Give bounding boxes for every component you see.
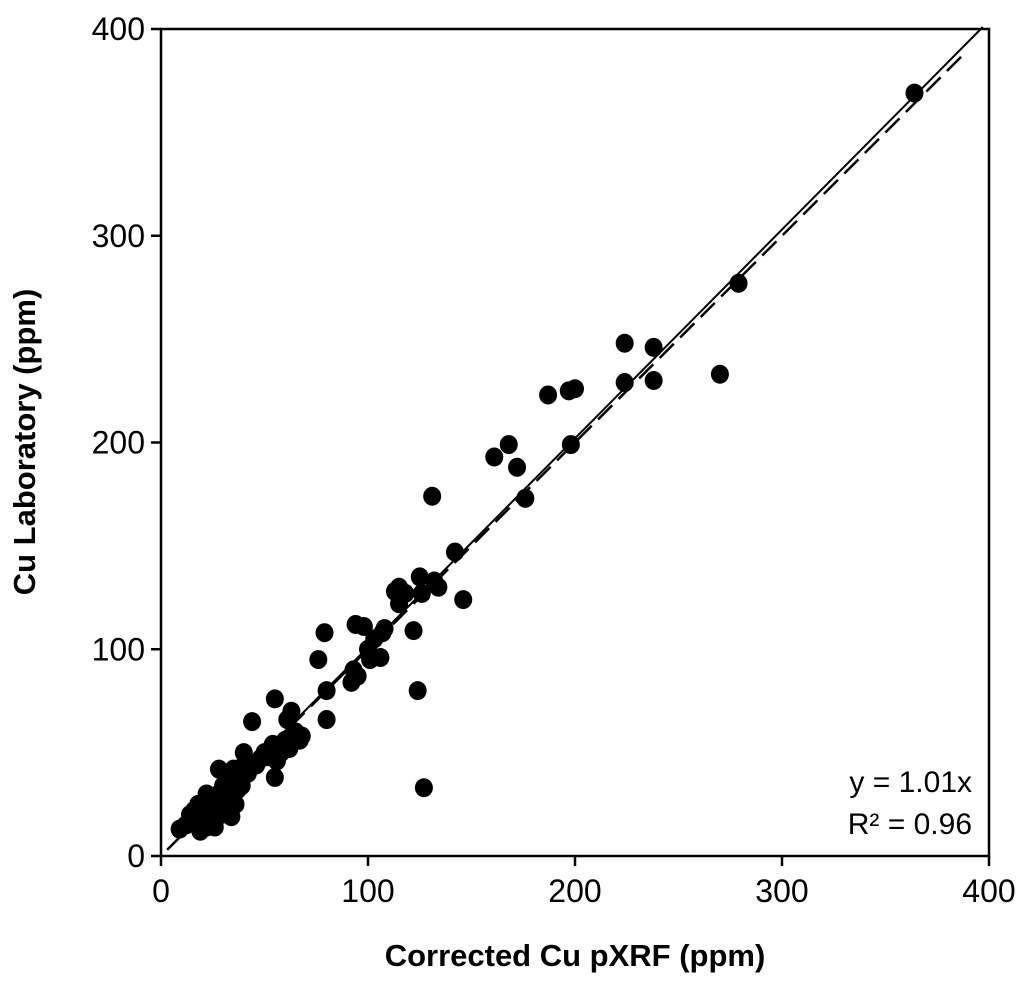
data-point: [234, 743, 253, 763]
data-point: [454, 590, 473, 610]
data-point: [905, 83, 924, 103]
data-point: [423, 486, 442, 506]
data-point: [561, 435, 580, 455]
y-tick-label: 200: [92, 425, 145, 461]
x-tick-label: 400: [962, 873, 1015, 909]
data-point: [539, 385, 558, 405]
y-axis-title: Cu Laboratory (ppm): [7, 289, 42, 596]
data-point: [265, 767, 284, 787]
data-point: [414, 778, 433, 798]
r-squared-annotation: R² = 0.96: [848, 808, 972, 841]
data-point: [292, 726, 311, 746]
data-point: [412, 583, 431, 603]
data-point: [354, 617, 373, 637]
data-point: [508, 457, 527, 477]
data-point: [615, 333, 634, 353]
data-point: [516, 488, 535, 508]
data-point: [317, 681, 336, 701]
x-tick-label: 100: [341, 873, 394, 909]
data-point: [243, 712, 262, 732]
data-point: [710, 364, 729, 384]
data-point: [226, 794, 245, 814]
data-point: [429, 577, 448, 597]
data-point: [410, 567, 429, 587]
data-point: [282, 701, 301, 721]
data-point: [375, 619, 394, 639]
data-point: [265, 689, 284, 709]
data-point: [445, 542, 464, 562]
data-point: [396, 583, 415, 603]
data-point: [485, 447, 504, 467]
data-point: [408, 681, 427, 701]
data-point: [499, 435, 518, 455]
data-point: [309, 650, 328, 670]
x-tick-label: 0: [152, 873, 170, 909]
data-point: [644, 337, 663, 357]
x-tick-label: 300: [755, 873, 808, 909]
x-tick-label: 200: [548, 873, 601, 909]
data-point: [566, 379, 584, 399]
data-point: [348, 666, 367, 686]
data-point: [404, 621, 423, 641]
data-point: [729, 273, 748, 293]
y-tick-label: 100: [92, 631, 145, 667]
data-point: [644, 370, 663, 390]
equation-annotation: y = 1.01x: [849, 766, 972, 799]
ticks-group: 0 100 200 300 400 0 100 200 300 400: [92, 11, 1016, 909]
x-axis-title: Corrected Cu pXRF (ppm): [385, 938, 766, 973]
data-point: [371, 648, 390, 668]
data-point: [317, 710, 336, 730]
y-tick-label: 400: [92, 11, 145, 47]
y-tick-label: 300: [92, 218, 145, 254]
y-tick-label: 0: [127, 838, 145, 874]
data-point: [615, 373, 634, 393]
data-points-group: [170, 83, 924, 841]
data-point: [315, 623, 334, 643]
